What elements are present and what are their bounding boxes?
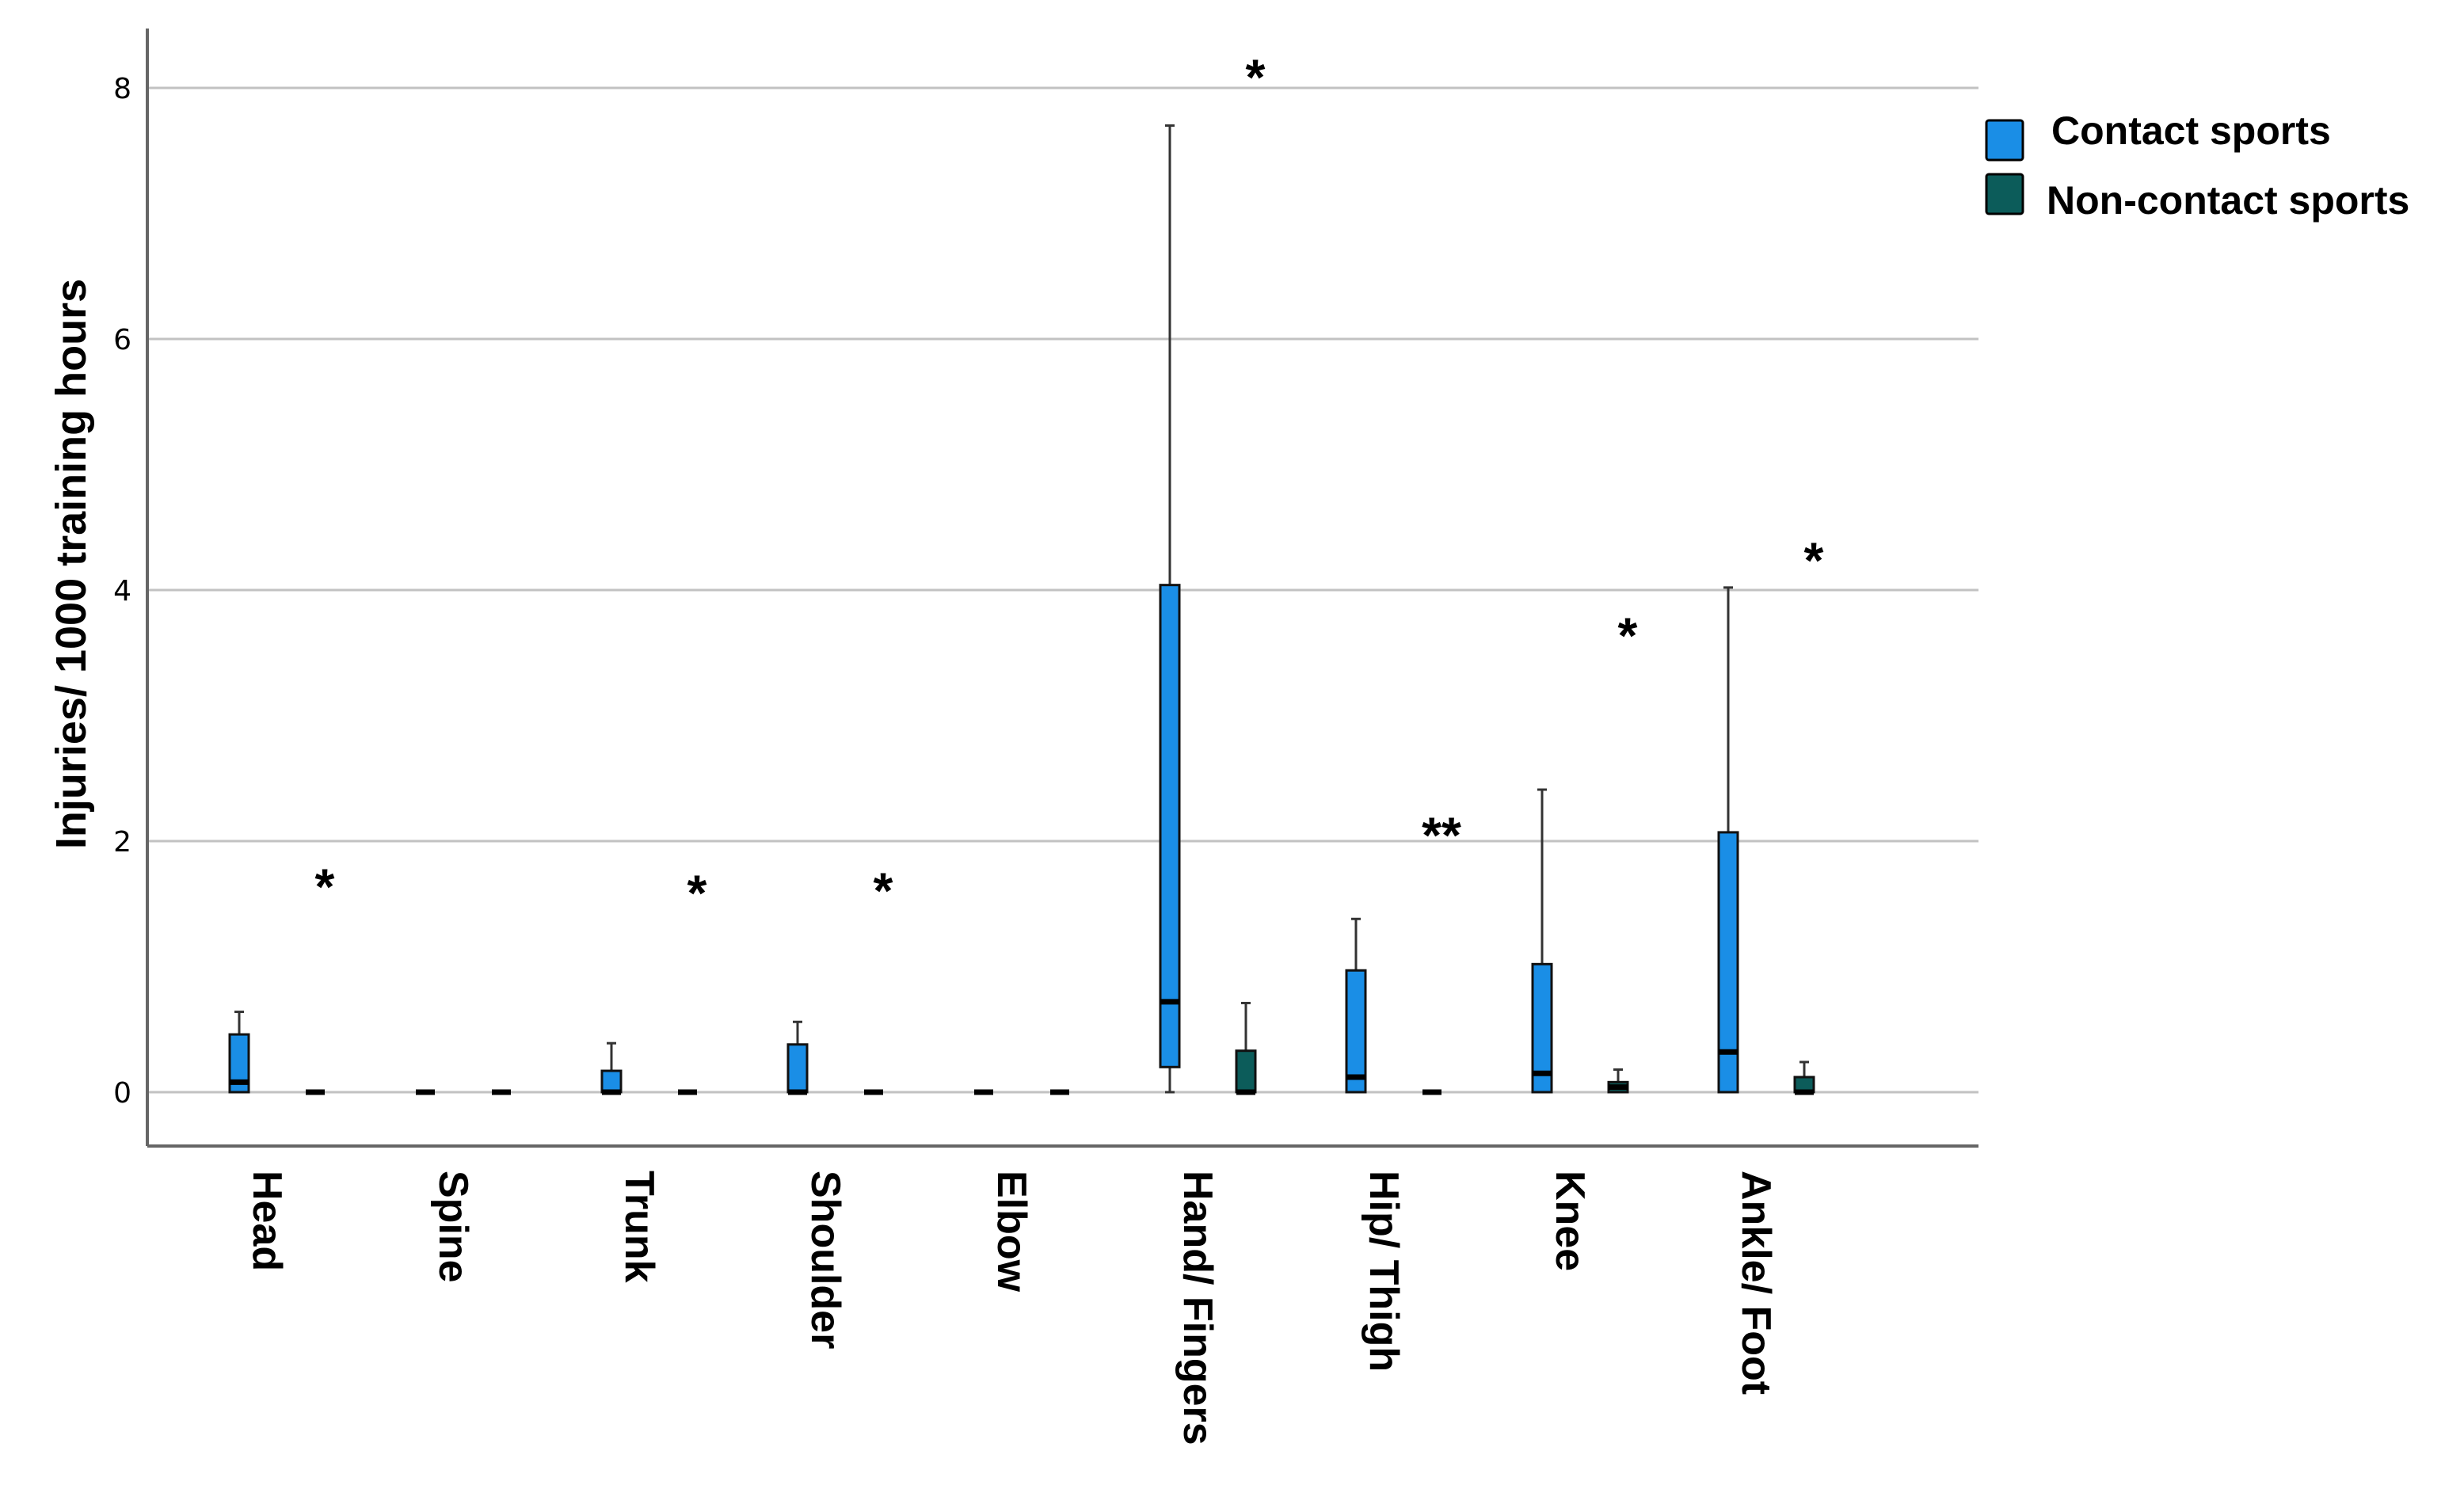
category-label: Hip/ Thigh [1361,1171,1407,1372]
axes [146,29,1978,1148]
category-label: Hand/ Fingers [1175,1171,1221,1445]
category-label: Elbow [988,1171,1034,1293]
gridlines [147,86,1978,1094]
y-tick-label: 6 [113,324,131,356]
significance-marker: * [1804,532,1824,589]
box-noncontact [1793,1060,1815,1095]
category-label: Shoulder [802,1171,848,1349]
box-contact [1531,788,1553,1094]
box-body [1717,831,1739,1094]
category-label: Spine [430,1171,476,1283]
box-body [1235,1049,1257,1094]
significance-marker: * [874,862,893,919]
category-labels: Head Spine Trunk Shoulder Elbow Hand/ Fingers… [244,1171,1779,1445]
y-tick-label: 0 [113,1077,131,1110]
box-body [1159,584,1181,1068]
legend-swatch-noncontact [1985,173,2024,215]
box-contact [1717,586,1739,1094]
box-contact [600,1041,623,1095]
y-tick-label: 8 [113,73,131,105]
category-label: Ankle/ Foot [1733,1171,1779,1395]
legend-swatch-contact [1985,119,2024,162]
category-label: Trunk [616,1171,662,1283]
box-body [786,1043,809,1094]
box-contact [1159,124,1181,1094]
box-body [1345,969,1367,1094]
significance-marker: * [1246,48,1266,105]
box-body [600,1069,623,1094]
box-contact [228,1011,250,1094]
box-noncontact [1235,1001,1257,1095]
box-contact [786,1020,809,1095]
significance-markers: * * ****** [315,48,1824,921]
legend-label-noncontact: Non-contact sports [2047,178,2409,223]
category-label: Head [244,1171,290,1271]
box-noncontact [1607,1068,1629,1094]
significance-marker: * [687,865,707,922]
significance-marker: * [1618,607,1638,664]
legend-label-contact: Contact sports [2051,109,2331,153]
legend: Contact sports Non-contact sports [1985,109,2409,223]
y-axis-title: Injuries/ 1000 training hours [48,279,95,849]
significance-marker: ** [1422,807,1461,864]
boxes [228,124,1815,1095]
y-tick-label: 4 [113,575,131,607]
significance-marker: * [315,859,335,916]
y-tick-label: 2 [113,826,131,859]
y-tick-labels: 0 2 4 6 8 [113,73,131,1110]
box-contact [1345,917,1367,1094]
category-label: Knee [1547,1171,1593,1271]
